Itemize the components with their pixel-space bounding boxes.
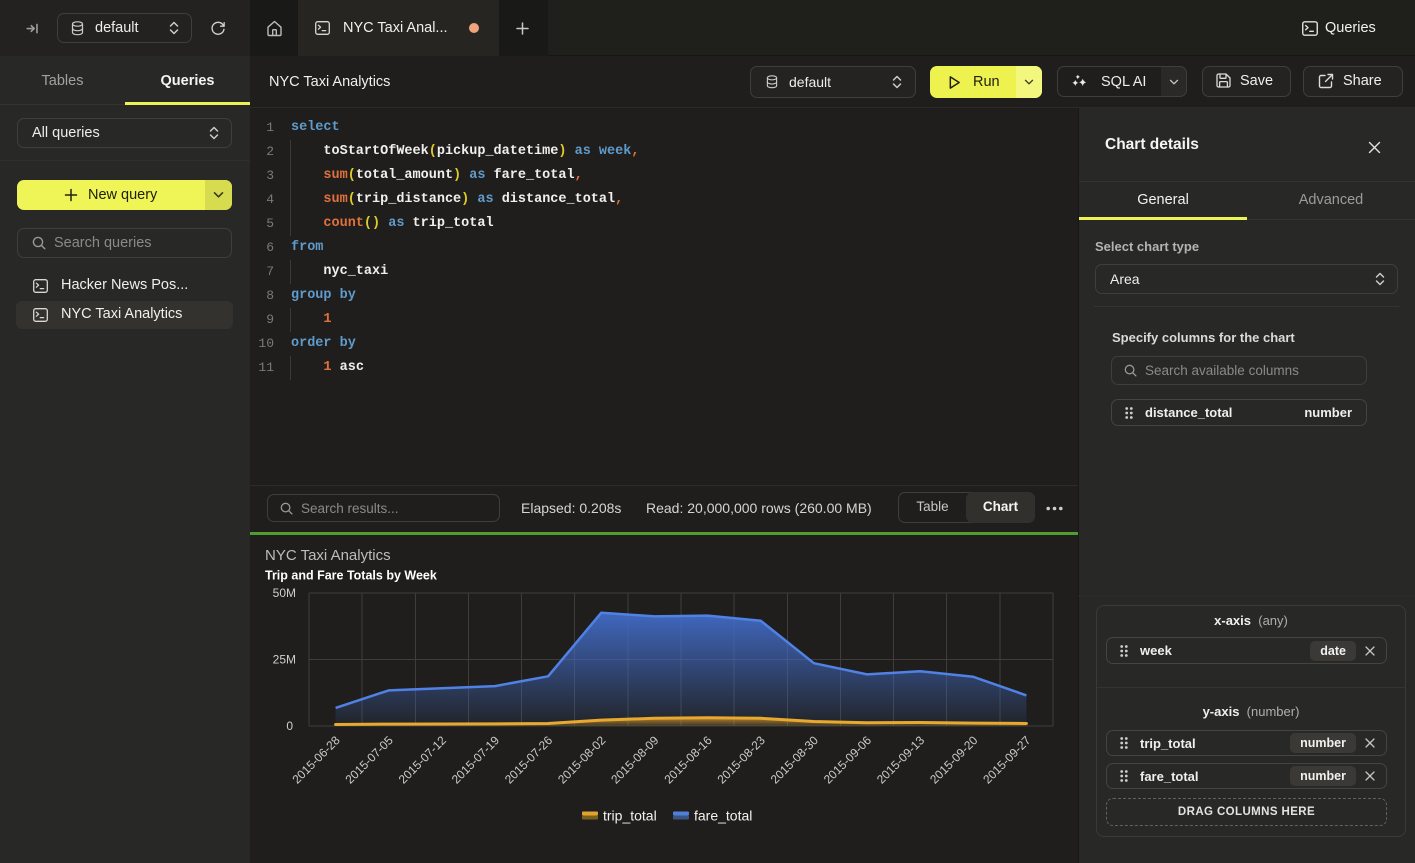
svg-text:2015-08-30: 2015-08-30 [768, 733, 822, 787]
svg-text:2015-09-13: 2015-09-13 [874, 733, 928, 787]
svg-text:2015-09-27: 2015-09-27 [980, 733, 1034, 787]
svg-text:trip_total: trip_total [603, 808, 657, 824]
svg-text:2015-07-05: 2015-07-05 [343, 733, 397, 787]
svg-text:Trip and Fare Totals by Week: Trip and Fare Totals by Week [265, 569, 437, 583]
svg-text:2015-08-09: 2015-08-09 [608, 733, 662, 787]
svg-text:50M: 50M [273, 586, 296, 600]
svg-text:2015-09-06: 2015-09-06 [821, 733, 875, 787]
svg-text:2015-07-26: 2015-07-26 [502, 733, 556, 787]
svg-text:2015-06-28: 2015-06-28 [289, 733, 343, 787]
svg-text:2015-08-16: 2015-08-16 [661, 733, 715, 787]
svg-text:2015-07-19: 2015-07-19 [449, 733, 503, 787]
svg-text:2015-09-20: 2015-09-20 [927, 733, 981, 787]
svg-text:fare_total: fare_total [694, 808, 752, 824]
svg-text:NYC Taxi Analytics: NYC Taxi Analytics [265, 547, 391, 564]
svg-text:2015-08-02: 2015-08-02 [555, 733, 609, 787]
svg-text:2015-08-23: 2015-08-23 [715, 733, 769, 787]
svg-text:25M: 25M [273, 653, 296, 667]
svg-text:0: 0 [286, 719, 293, 733]
svg-text:2015-07-12: 2015-07-12 [396, 733, 450, 787]
